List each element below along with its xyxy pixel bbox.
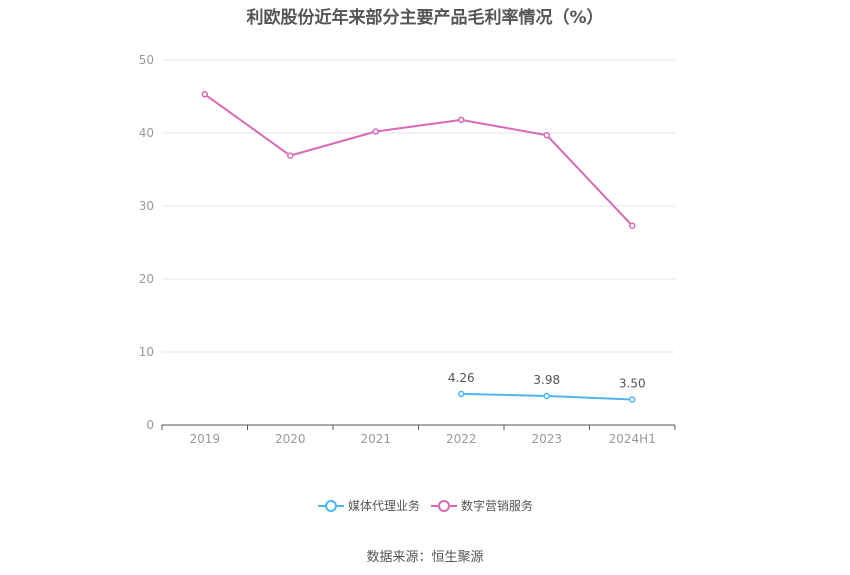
chart-title: 利欧股份近年来部分主要产品毛利率情况（%） [246, 8, 604, 28]
data-point [543, 392, 550, 400]
series [201, 91, 636, 403]
data-point [201, 91, 208, 98]
source-note: 数据来源：恒生聚源 [366, 550, 484, 565]
legend-item[interactable]: 数字营销服务 [431, 498, 533, 513]
data-label: 3.98 [533, 373, 560, 387]
x-tick-label: 2023 [531, 432, 562, 446]
data-point [458, 390, 465, 398]
legend-marker-icon [325, 500, 337, 512]
data-point [458, 116, 465, 124]
y-tick-label: 20 [139, 272, 154, 286]
y-tick-label: 0 [146, 418, 154, 432]
data-point [372, 128, 379, 135]
legend-marker-icon [438, 500, 450, 512]
y-tick-label: 40 [139, 126, 154, 140]
legend-item[interactable]: 媒体代理业务 [318, 498, 420, 513]
y-tick-label: 30 [139, 199, 154, 213]
legend-label: 媒体代理业务 [348, 498, 420, 513]
legend-label: 数字营销服务 [461, 498, 533, 513]
series-line [204, 93, 633, 227]
data-point [287, 152, 294, 159]
x-tick-label: 2019 [189, 432, 220, 446]
y-tick-label: 50 [139, 53, 154, 67]
x-tick-label: 2021 [360, 432, 391, 446]
legend: 媒体代理业务 数字营销服务 [318, 498, 533, 513]
y-tick-label: 10 [139, 345, 154, 359]
x-tick-label: 2020 [275, 432, 306, 446]
x-tick-label: 2022 [446, 432, 477, 446]
data-point [629, 396, 636, 403]
grid-lines [162, 59, 675, 353]
x-tick-label: 2024H1 [609, 432, 656, 446]
data-labels: 4.26 3.98 3.50 [448, 371, 646, 391]
data-point [629, 222, 636, 229]
data-label: 3.50 [619, 376, 646, 390]
axes: 0 10 20 30 40 50 2019 2020 2021 2022 2023 2024H1 [139, 53, 676, 446]
data-label: 4.26 [448, 371, 475, 385]
data-point [543, 131, 550, 139]
